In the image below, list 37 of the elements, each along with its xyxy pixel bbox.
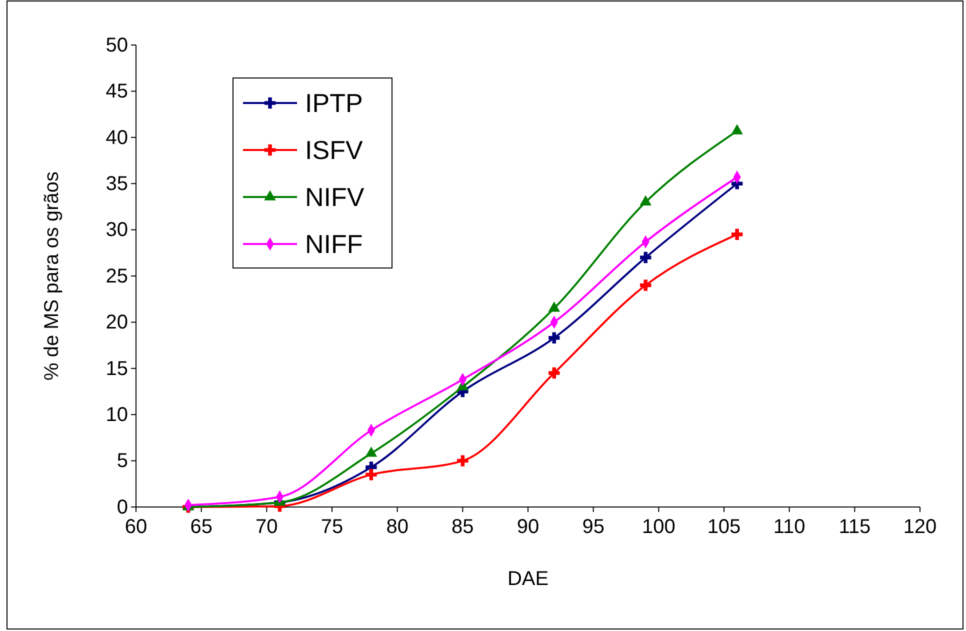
y-tick-label: 15 <box>106 358 128 380</box>
x-tick-label: 105 <box>707 516 741 538</box>
y-tick-label: 40 <box>106 126 128 149</box>
x-tick-label: 90 <box>516 516 540 538</box>
legend-label: ISFV <box>305 135 364 165</box>
x-tick-label: 70 <box>256 516 278 538</box>
y-tick-label: 0 <box>116 496 128 518</box>
x-tick-label: 110 <box>773 516 806 538</box>
x-tick-label: 85 <box>452 516 474 538</box>
x-tick-label: 75 <box>320 516 344 538</box>
legend-label: NIFF <box>305 229 363 259</box>
point <box>640 280 652 291</box>
x-tick-label: 115 <box>838 516 871 538</box>
y-tick-label: 20 <box>106 312 128 334</box>
x-tick-label: 95 <box>582 516 604 538</box>
x-tick-label: 100 <box>642 516 676 538</box>
x-tick-label: 80 <box>386 516 408 538</box>
legend-label: NIFV <box>305 182 365 212</box>
point <box>548 367 560 379</box>
point <box>366 469 377 480</box>
y-tick-label: 30 <box>106 219 128 242</box>
legend-label: IPTP <box>305 88 363 118</box>
y-axis-title: % de MS para os grãos <box>41 172 63 380</box>
y-tick-label: 50 <box>106 34 128 56</box>
point <box>457 455 468 466</box>
x-tick-label: 65 <box>190 516 212 538</box>
x-axis-title: DAE <box>507 568 549 590</box>
x-tick-label: 60 <box>124 516 148 538</box>
y-tick-label: 5 <box>116 450 128 472</box>
point <box>640 252 652 264</box>
y-tick-label: 35 <box>106 173 128 195</box>
y-tick-label: 45 <box>106 80 128 103</box>
point <box>731 228 743 240</box>
y-tick-label: 25 <box>106 265 128 288</box>
x-tick-label: 120 <box>903 516 937 538</box>
y-tick-label: 10 <box>106 404 128 426</box>
point <box>548 332 560 344</box>
